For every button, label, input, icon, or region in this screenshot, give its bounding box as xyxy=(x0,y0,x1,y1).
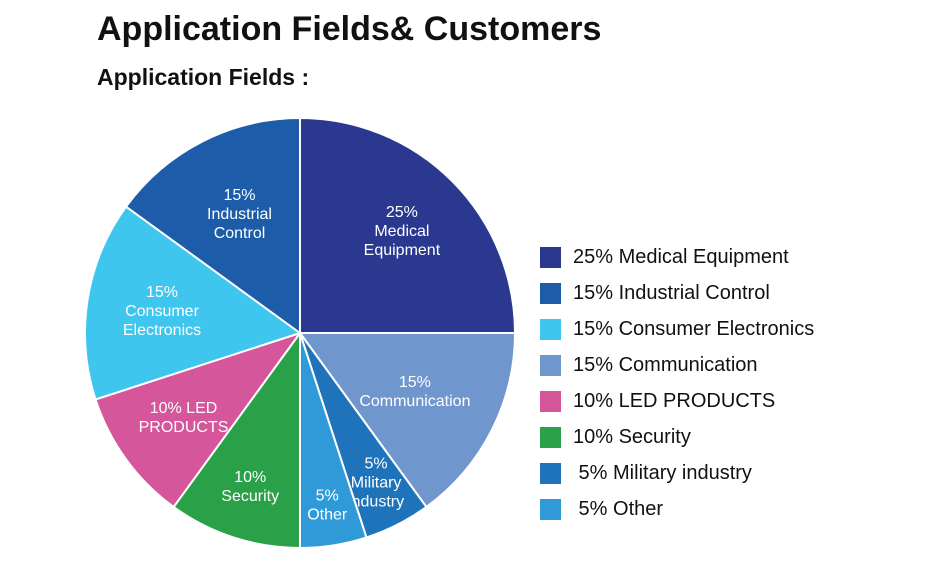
legend-swatch-icon xyxy=(540,499,561,520)
legend-item-5-other: 5% Other xyxy=(540,499,814,520)
legend-swatch-icon xyxy=(540,463,561,484)
pie-slice-medical-equipment xyxy=(299,117,516,334)
legend-item-10-security: 10% Security xyxy=(540,427,814,448)
legend-label: 5% Other xyxy=(573,498,664,520)
legend-item-15-communication: 15% Communication xyxy=(540,355,814,376)
legend-label: 15% Communication xyxy=(573,354,758,376)
slice-label-led-products: 10% LED PRODUCTS xyxy=(139,400,229,436)
legend-label: 15% Consumer Electronics xyxy=(573,318,815,340)
slice-label-security: 10% Security xyxy=(221,469,279,505)
pie-chart: 25% Medical Equipment 15% Communication 5% Mil… xyxy=(84,117,516,549)
legend-label: 15% Industrial Control xyxy=(573,282,770,304)
slice-label-medical-equipment: 25% Medical Equipment xyxy=(364,204,441,259)
legend-item-15-consumer-electronics: 15% Consumer Electronics xyxy=(540,319,814,340)
legend-label: 5% Military industry xyxy=(573,462,752,484)
pie-slice-industrial-control xyxy=(125,117,301,334)
slice-label-communication: 15% Communication xyxy=(359,374,470,410)
page-title: Application Fields& Customers xyxy=(97,10,602,48)
slice-label-military-industry: 5% Military industry xyxy=(348,455,404,510)
legend-label: 10% LED PRODUCTS xyxy=(573,390,776,412)
legend-swatch-icon xyxy=(540,247,561,268)
legend-swatch-icon xyxy=(540,283,561,304)
legend-swatch-icon xyxy=(540,319,561,340)
pie-slice-led-products xyxy=(94,332,301,508)
legend-label: 25% Medical Equipment xyxy=(573,246,789,268)
slice-label-industrial-control: 15% Industrial Control xyxy=(207,187,272,242)
legend-item-25-medical-equipment: 25% Medical Equipment xyxy=(540,247,814,268)
chart-subtitle: Application Fields : xyxy=(97,64,310,90)
slice-label-consumer-electronics: 15% Consumer Electronics xyxy=(123,284,201,339)
legend-swatch-icon xyxy=(540,355,561,376)
legend-item-15-industrial-control: 15% Industrial Control xyxy=(540,283,814,304)
pie-slice-consumer-electronics xyxy=(84,205,301,401)
legend-swatch-icon xyxy=(540,427,561,448)
legend-label: 10% Security xyxy=(573,426,691,448)
legend: 25% Medical Equipment 15% Industrial Cont… xyxy=(540,247,814,535)
legend-item-5-military-industry: 5% Military industry xyxy=(540,463,814,484)
slice-label-other: 5% Other xyxy=(307,488,348,524)
pie-slice-communication xyxy=(299,332,516,508)
pie-slice-security xyxy=(172,332,301,549)
legend-item-10-led-products: 10% LED PRODUCTS xyxy=(540,391,814,412)
legend-swatch-icon xyxy=(540,391,561,412)
